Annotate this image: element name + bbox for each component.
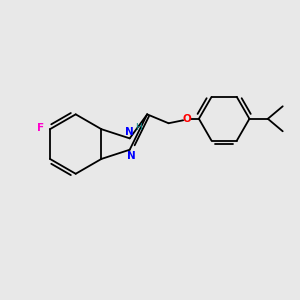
Text: H: H [135,123,141,132]
Text: O: O [183,114,191,124]
Text: N: N [127,151,136,161]
Text: N: N [125,127,134,137]
Text: F: F [38,123,45,133]
